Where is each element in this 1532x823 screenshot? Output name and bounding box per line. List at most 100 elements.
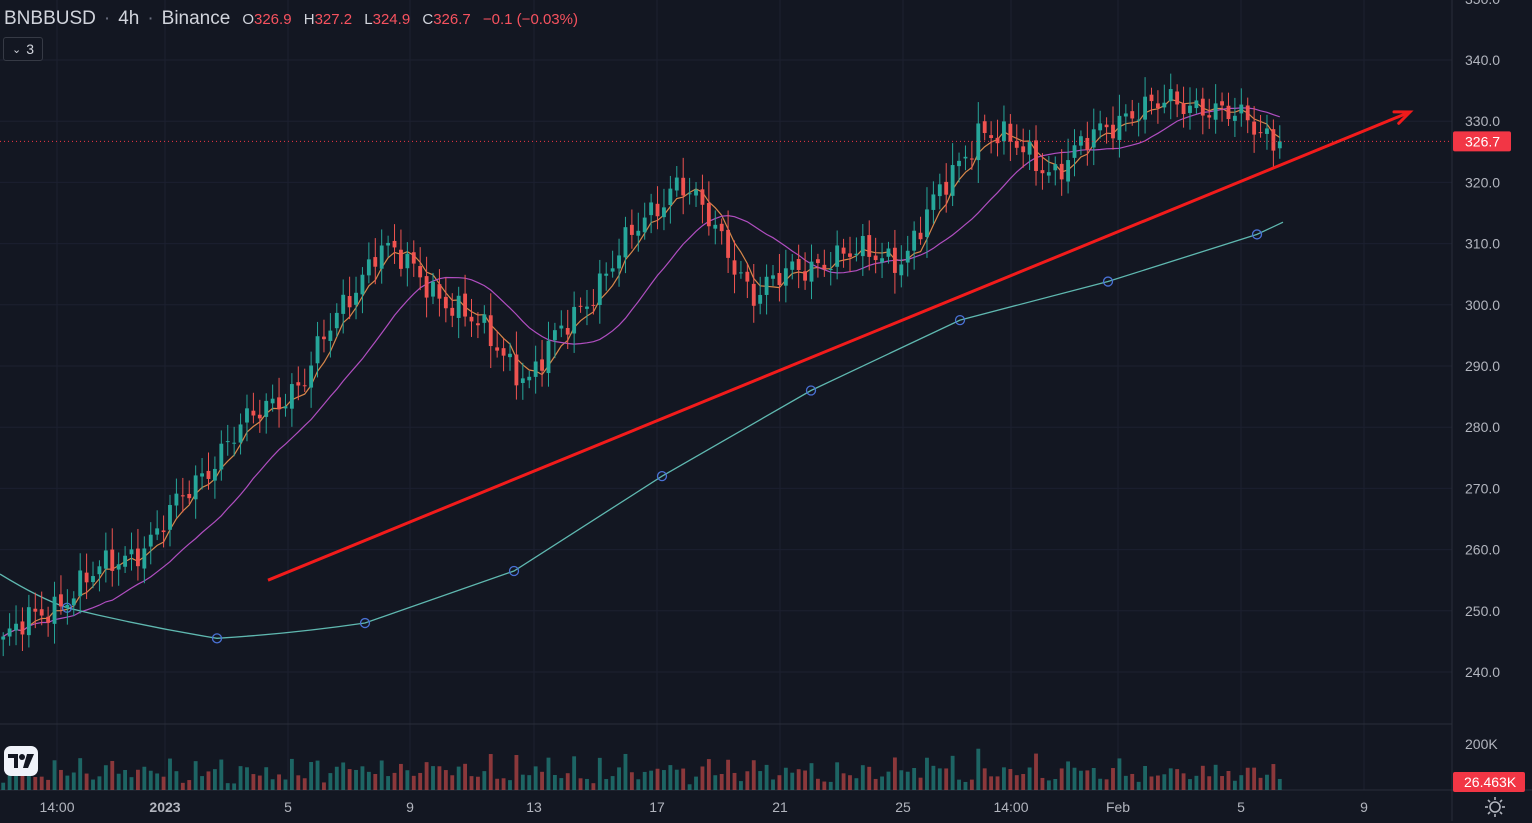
candle-body[interactable] [219, 443, 224, 470]
candle-body[interactable] [1162, 102, 1167, 108]
candle-body[interactable] [732, 260, 737, 275]
candle-body[interactable] [854, 253, 859, 256]
candle-body[interactable] [1277, 141, 1282, 149]
ma-marker-circle[interactable] [359, 617, 371, 629]
candle-body[interactable] [245, 408, 249, 423]
candle-body[interactable] [475, 323, 480, 326]
candle-body[interactable] [828, 269, 833, 271]
candle-body[interactable] [1245, 105, 1250, 121]
candle-body[interactable] [193, 475, 198, 500]
candle-body[interactable] [437, 284, 442, 299]
candle-body[interactable] [379, 245, 384, 269]
candle-body[interactable] [360, 274, 365, 295]
candle-body[interactable] [347, 296, 352, 308]
candle-body[interactable] [848, 253, 852, 257]
candle-body[interactable] [1091, 129, 1096, 148]
indicators-toggle-button[interactable]: ⌄ 3 [3, 37, 43, 61]
candle-body[interactable] [206, 470, 211, 479]
candle-body[interactable] [283, 406, 288, 409]
candle-body[interactable] [1040, 170, 1045, 174]
candle-body[interactable] [860, 235, 865, 257]
candle-body[interactable] [270, 398, 275, 404]
candle-body[interactable] [103, 550, 108, 569]
candle-body[interactable] [764, 276, 769, 295]
candle-body[interactable] [84, 572, 89, 583]
ma-marker-circle[interactable] [211, 633, 223, 644]
candle-body[interactable] [26, 607, 31, 636]
candle-body[interactable] [867, 235, 872, 257]
candle-body[interactable] [552, 330, 557, 341]
candle-body[interactable] [533, 361, 538, 377]
candle-body[interactable] [463, 293, 468, 317]
candle-body[interactable] [815, 259, 820, 264]
candle-body[interactable] [719, 223, 724, 232]
candle-body[interactable] [540, 359, 544, 371]
candle-body[interactable] [1258, 132, 1263, 134]
candle-body[interactable] [655, 203, 660, 217]
candle-body[interactable] [995, 137, 1000, 144]
candle-body[interactable] [1181, 103, 1186, 115]
candle-body[interactable] [629, 224, 634, 235]
candle-body[interactable] [302, 385, 307, 387]
candle-body[interactable] [399, 249, 403, 269]
candle-body[interactable] [585, 306, 589, 309]
candle-body[interactable] [1014, 140, 1019, 148]
candle-body[interactable] [1117, 115, 1122, 140]
candle-body[interactable] [508, 353, 512, 358]
candle-body[interactable] [161, 530, 166, 533]
candle-body[interactable] [450, 307, 455, 316]
candle-body[interactable] [662, 207, 666, 218]
candle-body[interactable] [610, 268, 615, 272]
candle-body[interactable] [296, 382, 301, 386]
candle-body[interactable] [1111, 124, 1115, 139]
candle-body[interactable] [905, 250, 910, 263]
candle-body[interactable] [963, 156, 968, 159]
candle-body[interactable] [71, 598, 76, 606]
candle-body[interactable] [1232, 115, 1237, 121]
candle-body[interactable] [341, 294, 346, 314]
candle-body[interactable] [1034, 140, 1038, 172]
candle-body[interactable] [642, 217, 647, 233]
candle-body[interactable] [937, 184, 942, 197]
candle-body[interactable] [1155, 103, 1160, 109]
candle-body[interactable] [790, 261, 795, 270]
candle-body[interactable] [873, 255, 878, 261]
settings-gear-icon[interactable] [1483, 796, 1507, 818]
candle-body[interactable] [315, 336, 320, 364]
candle-body[interactable] [123, 555, 128, 567]
ma-marker-circle[interactable] [805, 385, 817, 396]
candle-body[interactable] [886, 248, 891, 257]
candle-body[interactable] [591, 304, 596, 306]
candle-body[interactable] [912, 230, 917, 251]
candle-body[interactable] [726, 229, 731, 258]
candle-body[interactable] [456, 295, 461, 318]
candle-body[interactable] [1175, 91, 1180, 105]
candle-body[interactable] [142, 548, 147, 569]
candle-body[interactable] [1123, 113, 1128, 117]
candle-body[interactable] [623, 227, 628, 258]
candle-body[interactable] [931, 194, 936, 210]
candle-body[interactable] [91, 576, 95, 583]
candle-body[interactable] [424, 276, 429, 298]
candle-body[interactable] [751, 283, 756, 306]
candle-body[interactable] [373, 257, 378, 267]
candle-body[interactable] [7, 628, 12, 637]
candle-body[interactable] [225, 441, 230, 443]
trendline-arrow[interactable] [267, 110, 1411, 582]
candle-body[interactable] [33, 608, 38, 612]
candle-body[interactable] [277, 397, 281, 410]
interval-label[interactable]: 4h [118, 8, 140, 29]
candle-body[interactable] [78, 570, 83, 597]
candle-body[interactable] [334, 312, 339, 329]
candle-body[interactable] [1, 636, 6, 640]
candle-body[interactable] [969, 158, 974, 160]
candle-body[interactable] [1188, 105, 1192, 114]
candle-body[interactable] [1098, 123, 1103, 131]
candle-body[interactable] [713, 224, 718, 229]
candle-body[interactable] [957, 160, 961, 167]
candle-body[interactable] [1027, 141, 1032, 155]
candle-body[interactable] [1002, 121, 1006, 142]
candle-body[interactable] [251, 410, 256, 416]
candle-body[interactable] [925, 209, 929, 237]
